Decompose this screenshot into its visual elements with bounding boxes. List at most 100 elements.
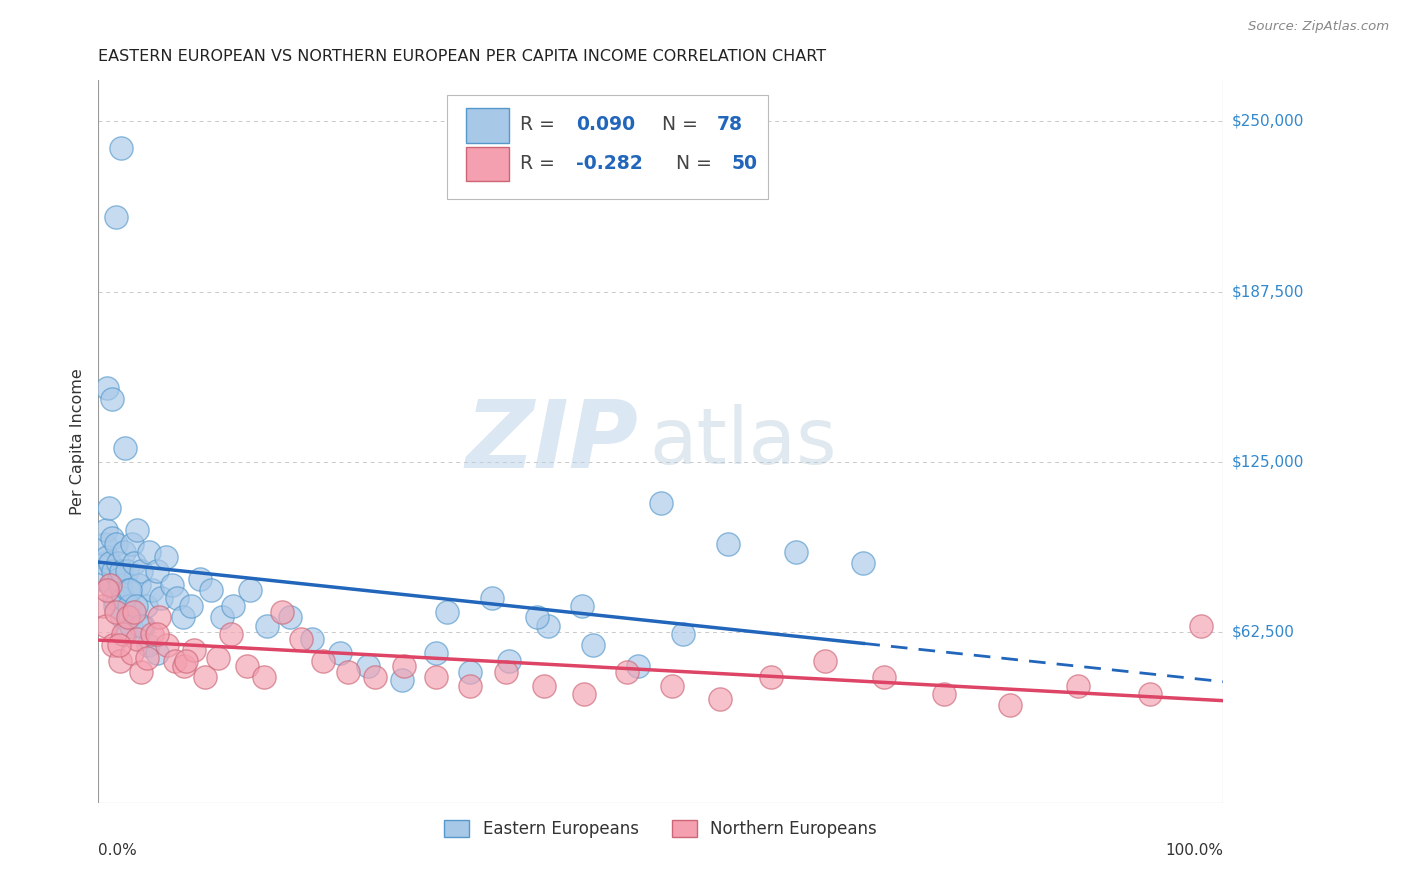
Point bbox=[270, 605, 292, 619]
Point bbox=[312, 654, 335, 668]
Point bbox=[112, 591, 135, 606]
Text: 50: 50 bbox=[731, 153, 758, 173]
Point bbox=[533, 679, 555, 693]
Point bbox=[93, 556, 115, 570]
Point bbox=[96, 523, 118, 537]
Point bbox=[253, 670, 276, 684]
Point bbox=[108, 577, 131, 591]
Point bbox=[105, 605, 128, 619]
Point bbox=[135, 651, 157, 665]
Point bbox=[481, 591, 503, 606]
Text: 0.090: 0.090 bbox=[576, 115, 636, 134]
Point bbox=[616, 665, 638, 679]
Point bbox=[425, 670, 447, 684]
Point bbox=[105, 210, 128, 224]
Text: R =: R = bbox=[520, 153, 561, 173]
FancyBboxPatch shape bbox=[447, 95, 768, 200]
Point bbox=[124, 599, 146, 614]
Point bbox=[97, 501, 120, 516]
Point bbox=[188, 572, 211, 586]
FancyBboxPatch shape bbox=[467, 109, 509, 143]
Point bbox=[90, 572, 112, 586]
Point bbox=[337, 665, 360, 679]
Text: $125,000: $125,000 bbox=[1232, 455, 1303, 469]
Point bbox=[129, 618, 152, 632]
Point bbox=[98, 577, 121, 591]
Point bbox=[174, 654, 197, 668]
Point bbox=[172, 610, 194, 624]
Point bbox=[495, 665, 517, 679]
Point bbox=[96, 618, 118, 632]
Point bbox=[91, 599, 114, 614]
Text: ZIP: ZIP bbox=[465, 395, 638, 488]
Y-axis label: Per Capita Income: Per Capita Income bbox=[70, 368, 86, 515]
Point bbox=[194, 670, 217, 684]
Point bbox=[814, 654, 837, 668]
Point bbox=[998, 698, 1021, 712]
Point bbox=[709, 692, 731, 706]
Point bbox=[100, 577, 122, 591]
Point bbox=[114, 442, 136, 456]
Point bbox=[96, 550, 118, 565]
Point bbox=[1189, 618, 1212, 632]
Point bbox=[526, 610, 548, 624]
Text: $250,000: $250,000 bbox=[1232, 113, 1303, 128]
Point bbox=[112, 545, 135, 559]
Point bbox=[934, 687, 956, 701]
Point bbox=[105, 537, 128, 551]
Point bbox=[121, 537, 143, 551]
Point bbox=[112, 626, 135, 640]
Point bbox=[173, 659, 195, 673]
Text: $187,500: $187,500 bbox=[1232, 284, 1303, 299]
Point bbox=[117, 583, 139, 598]
Point bbox=[759, 670, 782, 684]
Point bbox=[120, 618, 142, 632]
Text: $62,500: $62,500 bbox=[1232, 625, 1295, 640]
Point bbox=[717, 537, 740, 551]
Point bbox=[121, 646, 143, 660]
Point bbox=[1067, 679, 1090, 693]
Point bbox=[96, 583, 118, 598]
Point bbox=[256, 618, 278, 632]
Point bbox=[107, 556, 129, 570]
Text: 0.0%: 0.0% bbox=[98, 843, 138, 857]
Point bbox=[571, 599, 593, 614]
Point bbox=[118, 599, 141, 614]
Text: N =: N = bbox=[664, 153, 718, 173]
Point bbox=[146, 646, 169, 660]
Text: EASTERN EUROPEAN VS NORTHERN EUROPEAN PER CAPITA INCOME CORRELATION CHART: EASTERN EUROPEAN VS NORTHERN EUROPEAN PE… bbox=[98, 49, 827, 64]
Text: Source: ZipAtlas.com: Source: ZipAtlas.com bbox=[1249, 20, 1389, 33]
Point bbox=[101, 638, 124, 652]
Point bbox=[98, 556, 121, 570]
Point bbox=[117, 610, 139, 624]
Point bbox=[219, 626, 242, 640]
Point bbox=[163, 654, 186, 668]
Point bbox=[107, 572, 129, 586]
Point bbox=[436, 605, 458, 619]
Point bbox=[391, 673, 413, 687]
Point bbox=[136, 638, 159, 652]
Point bbox=[101, 392, 124, 407]
Point bbox=[458, 665, 481, 679]
Point bbox=[124, 556, 146, 570]
Point bbox=[156, 638, 179, 652]
Point bbox=[278, 610, 301, 624]
Point bbox=[125, 523, 148, 537]
Point bbox=[574, 687, 596, 701]
Point bbox=[1139, 687, 1161, 701]
Point bbox=[672, 626, 695, 640]
Point bbox=[207, 651, 229, 665]
Point bbox=[103, 591, 125, 606]
Point bbox=[183, 643, 205, 657]
Text: R =: R = bbox=[520, 115, 561, 134]
Point bbox=[498, 654, 520, 668]
Point bbox=[582, 638, 605, 652]
Point bbox=[124, 605, 146, 619]
Point bbox=[118, 583, 141, 598]
Point bbox=[108, 654, 131, 668]
Text: -0.282: -0.282 bbox=[576, 153, 643, 173]
Point bbox=[394, 659, 416, 673]
Point bbox=[222, 599, 245, 614]
Point bbox=[129, 564, 152, 578]
Point bbox=[357, 659, 380, 673]
